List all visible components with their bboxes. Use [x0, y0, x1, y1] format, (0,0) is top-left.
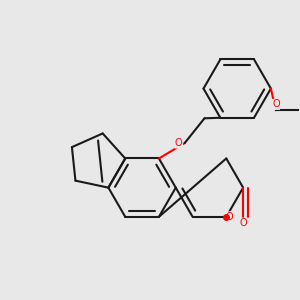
Text: O: O: [239, 218, 247, 228]
Text: O: O: [225, 212, 233, 222]
Text: O: O: [272, 99, 280, 110]
Text: O: O: [175, 138, 182, 148]
